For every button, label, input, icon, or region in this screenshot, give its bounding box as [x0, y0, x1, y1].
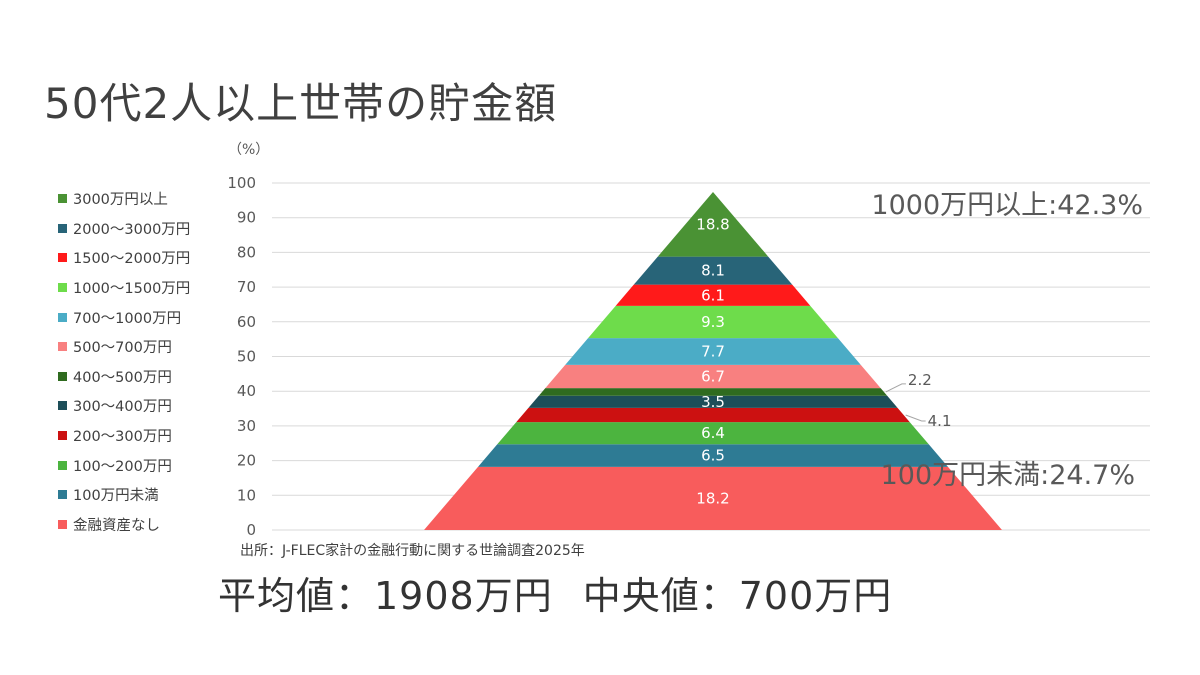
summary-line: 平均値：1908万円 中央値：700万円 — [218, 565, 892, 620]
pyramid-segment — [538, 388, 888, 396]
legend-label: 1000～1500万円 — [73, 281, 191, 298]
y-tick-label: 50 — [237, 348, 256, 366]
legend-swatch — [58, 371, 67, 381]
legend-swatch — [58, 312, 67, 322]
legend-item: 1000～1500万円 — [58, 273, 190, 303]
legend-item: 500～700万円 — [58, 332, 190, 362]
legend-swatch — [58, 283, 67, 293]
mean-value: 平均値：1908万円 — [218, 574, 553, 618]
legend-item: 700～1000万円 — [58, 302, 190, 332]
pyramid-segment — [545, 364, 881, 389]
y-tick-label: 60 — [237, 313, 256, 331]
pyramid-segment — [424, 466, 1002, 530]
y-unit-label: （%） — [228, 142, 269, 158]
legend-swatch — [58, 342, 67, 352]
pyramid-segment — [588, 305, 838, 339]
pyramid-segment — [516, 407, 910, 423]
annotation-lower: 100万円未満:24.7% — [881, 460, 1135, 491]
chart-legend: 3000万円以上 2000～3000万円 1500～2000万円 1000～1500万… — [58, 184, 190, 539]
chart-title: 50代2人以上世帯の貯金額 — [44, 79, 558, 128]
legend-item: 300～400万円 — [58, 391, 190, 421]
y-tick-label: 80 — [237, 243, 256, 261]
legend-item: 3000万円以上 — [58, 184, 190, 214]
data-label: 8.1 — [701, 262, 725, 280]
pyramid-segment — [528, 395, 898, 408]
legend-label: 3000万円以上 — [73, 192, 168, 209]
y-tick-label: 20 — [237, 452, 256, 470]
legend-swatch — [58, 460, 67, 470]
legend-swatch — [58, 431, 67, 441]
legend-swatch — [58, 223, 67, 233]
leader-line — [905, 414, 926, 422]
legend-label: 700～1000万円 — [73, 310, 182, 327]
legend-item: 2000～3000万円 — [58, 214, 190, 244]
legend-label: 500～700万円 — [73, 340, 172, 357]
legend-item: 100万円未満 — [58, 480, 190, 510]
legend-label: 金融資産なし — [73, 517, 160, 534]
data-label: 4.1 — [928, 412, 952, 430]
leader-line — [885, 383, 906, 393]
legend-swatch — [58, 194, 67, 204]
legend-swatch — [58, 253, 67, 263]
legend-label: 100万円未満 — [73, 488, 159, 505]
y-tick-label: 0 — [246, 521, 256, 539]
data-label: 18.2 — [696, 489, 729, 507]
legend-item: 400～500万円 — [58, 362, 190, 392]
legend-label: 200～300万円 — [73, 429, 172, 446]
data-label: 7.7 — [701, 342, 725, 360]
legend-item: 100～200万円 — [58, 450, 190, 480]
data-label: 6.7 — [701, 367, 725, 385]
legend-item: 金融資産なし — [58, 510, 190, 540]
legend-label: 2000～3000万円 — [73, 221, 191, 238]
data-label: 9.3 — [701, 313, 725, 331]
pyramid-segment — [565, 338, 861, 365]
y-tick-label: 100 — [227, 174, 256, 192]
legend-item: 200～300万円 — [58, 421, 190, 451]
legend-label: 300～400万円 — [73, 399, 172, 416]
y-tick-label: 70 — [237, 278, 256, 296]
y-tick-label: 10 — [237, 486, 256, 504]
data-label: 6.1 — [701, 286, 725, 304]
y-tick-label: 90 — [237, 209, 256, 227]
legend-item: 1500～2000万円 — [58, 243, 190, 273]
legend-swatch — [58, 490, 67, 500]
y-tick-label: 40 — [237, 382, 256, 400]
legend-label: 100～200万円 — [73, 458, 172, 475]
legend-swatch — [58, 519, 67, 529]
data-label: 6.5 — [701, 447, 725, 465]
pyramid-segment — [657, 192, 769, 257]
legend-swatch — [58, 401, 67, 411]
pyramid-segment — [615, 284, 811, 306]
legend-label: 1500～2000万円 — [73, 251, 191, 268]
legend-label: 400～500万円 — [73, 369, 172, 386]
source-note: 出所：J-FLEC家計の金融行動に関する世論調査2025年 — [240, 543, 585, 559]
annotation-upper: 1000万円以上:42.3% — [871, 190, 1143, 221]
y-tick-label: 30 — [237, 417, 256, 435]
pyramid-segment — [477, 444, 949, 467]
median-value: 中央値：700万円 — [582, 574, 893, 618]
data-label: 3.5 — [701, 393, 725, 411]
pyramid-segment — [497, 422, 929, 445]
data-label: 6.4 — [701, 424, 725, 442]
pyramid-segment — [633, 256, 793, 285]
data-label: 18.8 — [696, 215, 729, 233]
data-label: 2.2 — [908, 371, 932, 389]
